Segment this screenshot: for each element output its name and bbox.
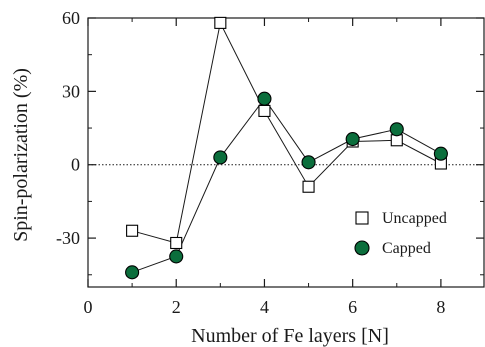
x-tick-label: 0	[84, 297, 93, 317]
capped-point	[257, 91, 272, 106]
legend: Uncapped Capped	[354, 210, 447, 257]
axes: 0 2 4 6 8 -30 0 30 60	[56, 8, 485, 317]
uncapped-point	[258, 104, 271, 117]
uncapped-point	[126, 224, 139, 237]
legend-capped-marker	[354, 240, 370, 256]
x-tick-label: 6	[348, 297, 357, 317]
capped-point	[345, 132, 360, 147]
uncapped-line	[131, 21, 442, 244]
legend-capped-label: Capped	[382, 240, 431, 257]
y-tick-label: 60	[62, 8, 80, 28]
capped-point	[213, 150, 228, 165]
capped-line	[131, 97, 442, 273]
y-tick-label: 0	[71, 155, 80, 175]
uncapped-point	[302, 180, 315, 193]
x-tick-label: 8	[436, 297, 445, 317]
y-tick-label: -30	[56, 228, 80, 248]
x-axis-title: Number of Fe layers [N]	[191, 325, 389, 347]
plot-frame	[87, 17, 485, 288]
capped-point	[125, 265, 140, 280]
uncapped-point	[214, 16, 227, 29]
uncapped-point	[390, 134, 403, 147]
capped-point	[301, 155, 316, 170]
capped-point	[389, 122, 404, 137]
capped-point	[169, 249, 184, 264]
y-axis-title: Spin-polarization (%)	[10, 68, 32, 242]
legend-uncapped-marker	[355, 211, 369, 225]
x-tick-label: 4	[260, 297, 269, 317]
capped-point	[433, 146, 448, 161]
series-layer	[125, 16, 448, 280]
uncapped-point	[170, 236, 183, 250]
y-tick-label: 30	[62, 81, 80, 101]
legend-uncapped-label: Uncapped	[382, 210, 447, 227]
x-tick-label: 2	[172, 297, 181, 317]
